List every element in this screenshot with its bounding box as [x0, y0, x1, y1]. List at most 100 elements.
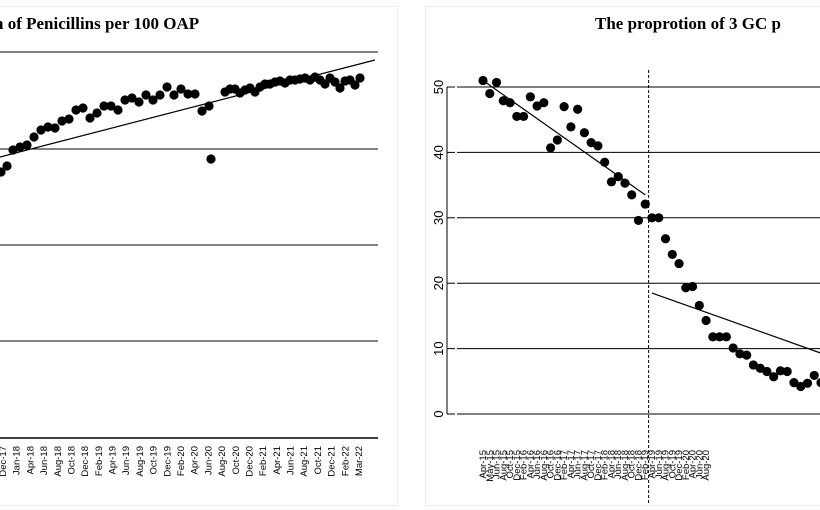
data-point [141, 90, 151, 100]
x-tick-label: Apr-20 [190, 446, 201, 475]
data-point [491, 77, 502, 88]
data-point [512, 111, 522, 122]
data-point [660, 234, 671, 244]
x-tick-label: Dec-16 [552, 450, 563, 481]
y-tick-label: 20 [431, 276, 446, 290]
y-tick-label: 0 [431, 410, 446, 417]
x-tick-label: Feb-20 [176, 446, 187, 476]
data-point [505, 98, 515, 108]
x-tick-label: Feb-19 [94, 446, 105, 476]
x-tick-label: Aug-19 [661, 450, 672, 481]
data-point [36, 125, 46, 135]
trend-line [0, 59, 376, 158]
chart-title: The proprotion of 3 GC p [595, 14, 781, 33]
data-point [120, 95, 130, 105]
x-tick-label: Feb-21 [258, 446, 269, 476]
y-tick-label: 10 [431, 341, 446, 355]
penicillins-chart-panel: Dec-17 Jan-18 Apr-18 Jun-18 Aug-18 Oct-18 Dec-… [0, 0, 398, 510]
x-tick-label: Aug-18 [53, 446, 64, 477]
data-point [190, 89, 200, 99]
data-point [546, 143, 556, 153]
data-point [620, 178, 630, 188]
x-tick-label: Apr-21 [272, 446, 283, 475]
data-point [816, 378, 820, 388]
data-point [728, 343, 738, 353]
x-tick-label: Jun-19 [121, 446, 132, 475]
x-tick-label: Aug-17 [579, 450, 590, 481]
x-tick-label: Apr-17 [566, 450, 577, 479]
x-tick-label: Dec-19 [674, 450, 685, 481]
data-point [802, 378, 813, 388]
x-tick-label: Jun-19 [654, 450, 665, 479]
data-point [769, 372, 779, 382]
data-point [654, 213, 664, 223]
data-point [721, 332, 731, 342]
x-tick-label: May-15 [485, 450, 496, 482]
x-tick-label: Feb-20 [681, 450, 692, 480]
data-point [559, 102, 569, 112]
data-point [600, 157, 610, 167]
data-point [183, 89, 193, 99]
data-point [71, 105, 81, 115]
chart-title: n of Penicillins per 100 OAP [0, 14, 200, 33]
x-tick-label: Jun-15 [492, 450, 503, 479]
data-point [701, 315, 711, 326]
data-point [162, 82, 172, 92]
x-tick-label: Jun-20 [203, 446, 214, 475]
data-point [57, 116, 67, 126]
x-tick-label: Jun-16 [532, 450, 543, 479]
x-tick-label: Dec-21 [327, 446, 338, 477]
x-tick-label: Feb-16 [519, 450, 530, 480]
data-point [762, 366, 772, 377]
penicillins-chart: Dec-17 Jan-18 Apr-18 Jun-18 Aug-18 Oct-18 Dec-… [0, 51, 378, 477]
data-point [674, 258, 684, 269]
x-tick-label: Aug-21 [299, 446, 310, 477]
x-tick-label: Feb-17 [559, 450, 570, 480]
data-point [593, 141, 603, 151]
x-tick-label: Oct-15 [505, 450, 516, 479]
x-tick-label: Apr-19 [108, 446, 119, 475]
y-tick-label: 40 [431, 145, 446, 159]
x-tick-label: Jun-17 [573, 450, 584, 479]
x-tick-label: Dec-19 [162, 446, 173, 477]
x-tick-label: Jan-18 [12, 446, 23, 475]
data-point [667, 249, 677, 260]
data-point [782, 366, 792, 377]
third-gen-cephalosporin-chart-panel: 50 40 30 20 10 0 Apr-15 May-15 Jun-15 Aug-15 Oct-1… [425, 0, 820, 510]
x-tick-label: Mar-22 [354, 446, 365, 476]
x-tick-label: Apr-18 [25, 446, 36, 475]
data-point [687, 281, 698, 292]
x-tick-label: Dec-20 [244, 446, 255, 477]
x-tick-label: Apr-15 [478, 450, 489, 479]
x-tick-label: Apr-16 [525, 450, 536, 479]
data-point [99, 101, 109, 111]
data-point [197, 106, 207, 116]
data-point [50, 123, 60, 133]
data-point [127, 93, 137, 103]
x-tick-label: Dec-17 [593, 450, 604, 481]
x-tick-label: Oct-19 [149, 446, 160, 475]
x-tick-label: Oct-18 [66, 446, 77, 475]
x-tick-label: Apr-18 [606, 450, 617, 479]
data-point [640, 199, 650, 209]
data-point [573, 104, 583, 114]
x-tick-label: Aug-19 [135, 446, 146, 477]
data-point [579, 128, 589, 138]
x-tick-label: Dec-18 [633, 450, 644, 481]
data-point [85, 113, 95, 123]
x-tick-label: Oct-18 [627, 450, 638, 479]
data-point [552, 135, 562, 145]
data-point [606, 177, 617, 187]
x-tick-label: Apr-19 [647, 450, 658, 479]
data-point [92, 108, 102, 118]
data-point [15, 142, 25, 152]
data-point [78, 103, 88, 113]
data-point [148, 95, 158, 105]
data-point [518, 111, 529, 122]
x-tick-label: Dec-18 [80, 446, 91, 477]
data-point [633, 215, 644, 226]
data-point [742, 350, 752, 360]
data-point [355, 73, 365, 83]
data-point [113, 105, 123, 115]
x-tick-label: Oct-16 [546, 450, 557, 479]
